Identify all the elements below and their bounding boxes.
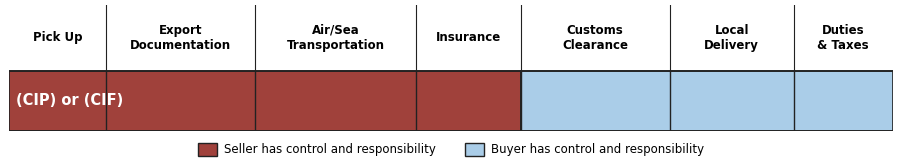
Text: Duties
& Taxes: Duties & Taxes xyxy=(817,24,869,52)
Text: Customs
Clearance: Customs Clearance xyxy=(562,24,628,52)
Text: Air/Sea
Transportation: Air/Sea Transportation xyxy=(287,24,384,52)
Bar xyxy=(9,71,520,131)
Text: Insurance: Insurance xyxy=(436,31,501,44)
Text: (CIP) or (CIF): (CIP) or (CIF) xyxy=(15,93,123,108)
Bar xyxy=(520,71,893,131)
Legend: Seller has control and responsibility, Buyer has control and responsibility: Seller has control and responsibility, B… xyxy=(198,143,704,156)
Text: Export
Documentation: Export Documentation xyxy=(130,24,232,52)
Text: Pick Up: Pick Up xyxy=(32,31,82,44)
Text: Local
Delivery: Local Delivery xyxy=(704,24,759,52)
